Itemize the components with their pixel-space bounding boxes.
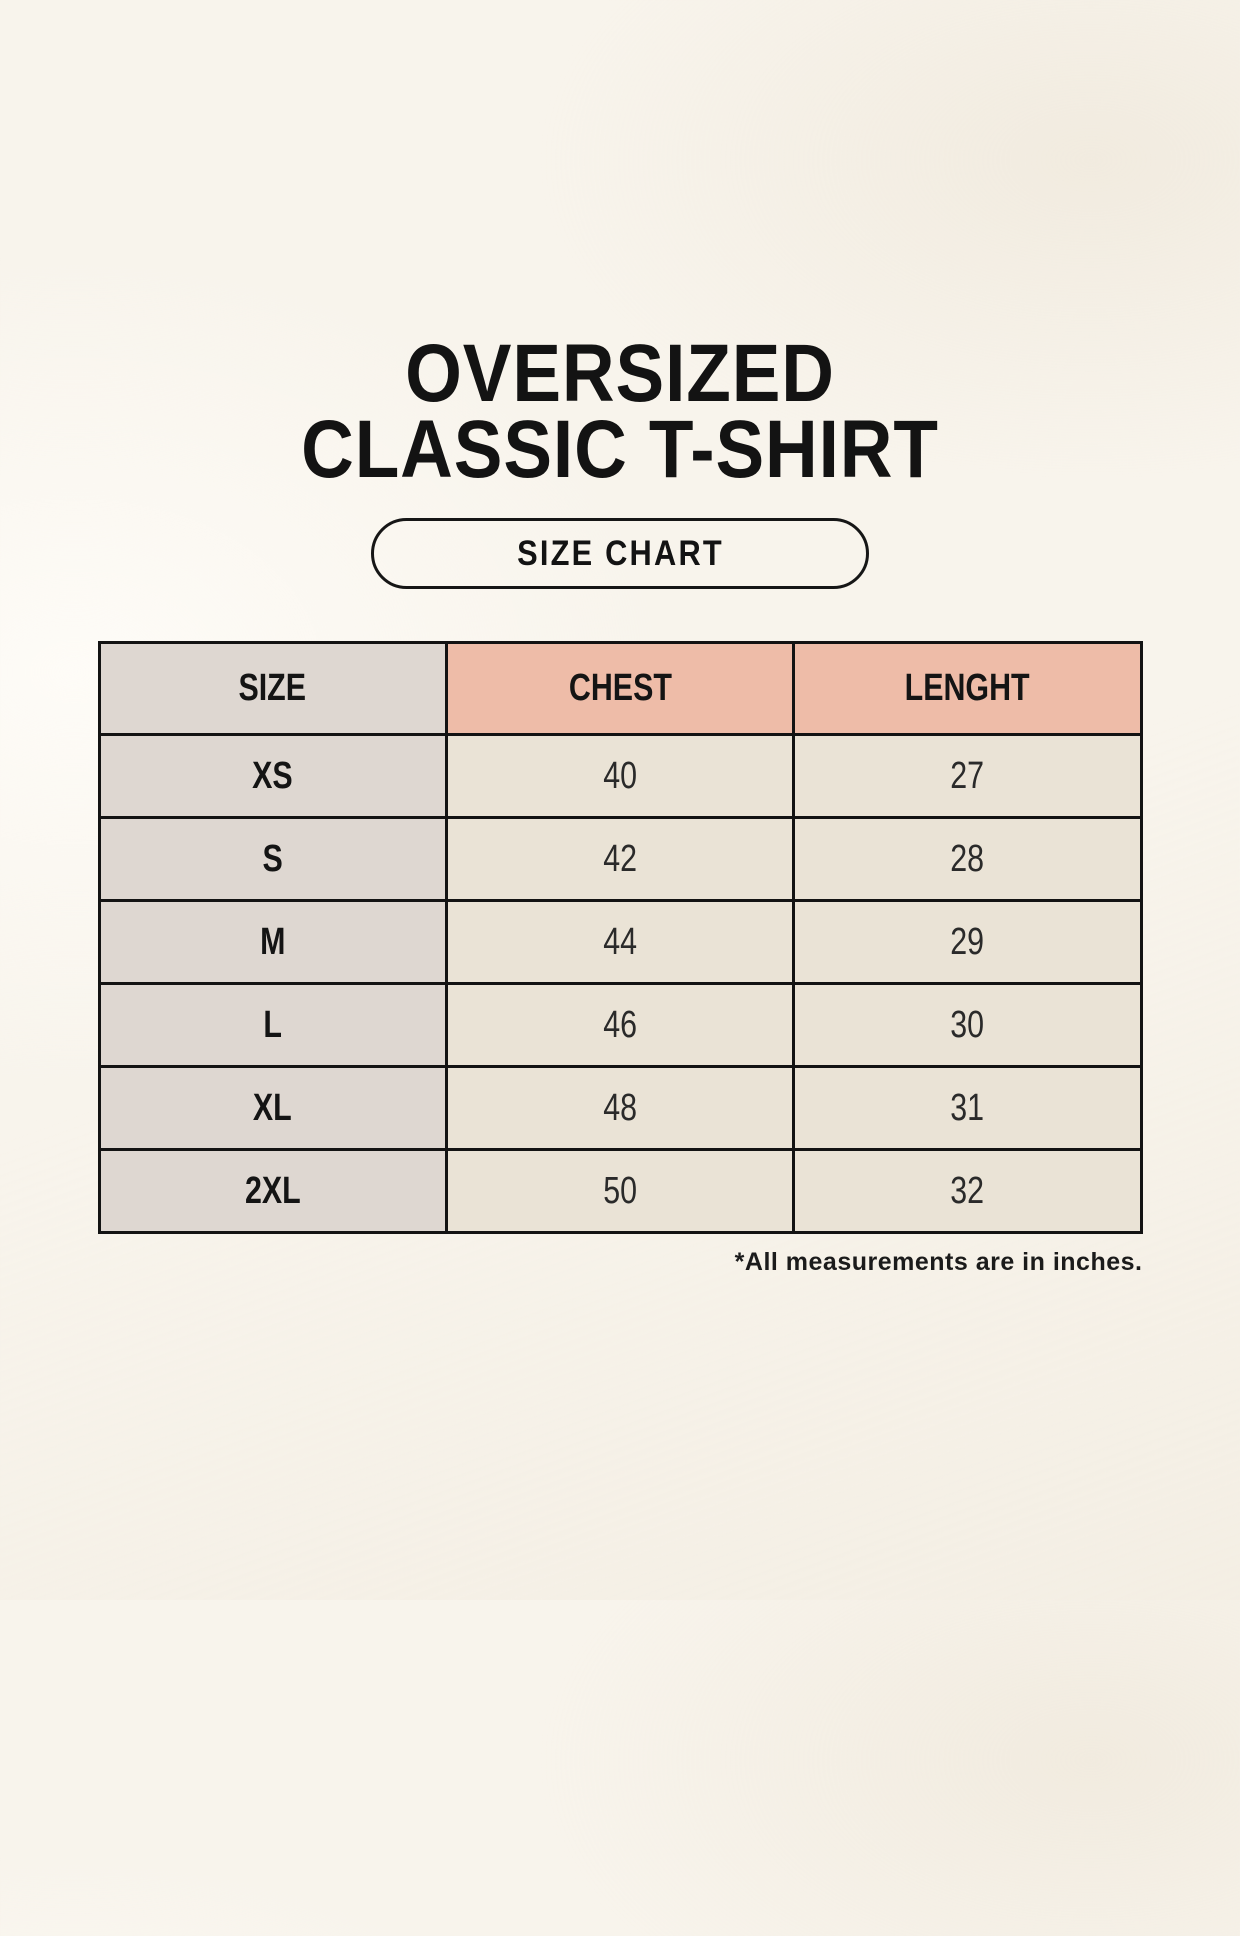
length-cell: 28 (792, 816, 1143, 902)
table-row: 2XL 50 32 (97, 1148, 1143, 1234)
measurements-footnote: *All measurements are in inches. (734, 1248, 1143, 1276)
size-cell: XS (97, 733, 448, 819)
size-chart-page: OVERSIZED CLASSIC T-SHIRT SIZE CHART SIZ… (0, 328, 1240, 1936)
length-value: 27 (950, 754, 985, 797)
header-label-size: SIZE (238, 667, 307, 709)
length-value: 32 (950, 1169, 985, 1212)
size-label: S (262, 837, 283, 880)
size-label: XL (253, 1086, 293, 1129)
table-row: M 44 29 (97, 899, 1143, 985)
table-header-row: SIZE CHEST LENGHT (97, 641, 1143, 736)
page-title-line2: CLASSIC T-SHIRT (301, 404, 939, 495)
header-cell-chest: CHEST (444, 641, 796, 736)
length-cell: 31 (792, 1065, 1143, 1151)
page-title-line1: OVERSIZED (405, 328, 835, 419)
size-label: L (263, 1003, 282, 1046)
page-title: OVERSIZED CLASSIC T-SHIRT (68, 328, 1172, 495)
length-cell: 32 (792, 1148, 1143, 1234)
length-value: 30 (950, 1003, 985, 1046)
chest-cell: 40 (444, 733, 796, 819)
size-chart-button-container: SIZE CHART (0, 518, 1240, 589)
size-chart-button[interactable]: SIZE CHART (371, 518, 869, 589)
length-value: 29 (950, 920, 985, 963)
length-value: 31 (950, 1086, 985, 1129)
table-row: XL 48 31 (97, 1065, 1143, 1151)
header-label-length: LENGHT (904, 667, 1030, 709)
size-cell: S (97, 816, 448, 902)
chest-cell: 46 (444, 982, 796, 1068)
size-chart-table: SIZE CHEST LENGHT XS 40 27 S 42 28 M 44 … (97, 641, 1143, 1234)
size-label: M (259, 920, 286, 963)
chest-cell: 48 (444, 1065, 796, 1151)
chest-value: 40 (603, 754, 637, 797)
chest-cell: 42 (444, 816, 796, 902)
header-label-chest: CHEST (568, 667, 672, 709)
size-label: XS (252, 754, 293, 797)
header-cell-size: SIZE (97, 641, 448, 736)
chest-value: 50 (603, 1169, 637, 1212)
length-cell: 27 (792, 733, 1143, 819)
table-row: XS 40 27 (97, 733, 1143, 819)
size-cell: M (97, 899, 448, 985)
length-cell: 29 (792, 899, 1143, 985)
size-cell: XL (97, 1065, 448, 1151)
length-value: 28 (950, 837, 985, 880)
chest-value: 44 (603, 920, 637, 963)
chest-value: 46 (603, 1003, 637, 1046)
table-row: S 42 28 (97, 816, 1143, 902)
length-cell: 30 (792, 982, 1143, 1068)
size-label: 2XL (244, 1169, 301, 1212)
size-cell: 2XL (97, 1148, 448, 1234)
table-row: L 46 30 (97, 982, 1143, 1068)
chest-value: 42 (603, 837, 637, 880)
chest-cell: 44 (444, 899, 796, 985)
chest-cell: 50 (444, 1148, 796, 1234)
size-cell: L (97, 982, 448, 1068)
size-chart-button-label: SIZE CHART (516, 534, 724, 573)
chest-value: 48 (603, 1086, 637, 1129)
header-cell-length: LENGHT (792, 641, 1143, 736)
